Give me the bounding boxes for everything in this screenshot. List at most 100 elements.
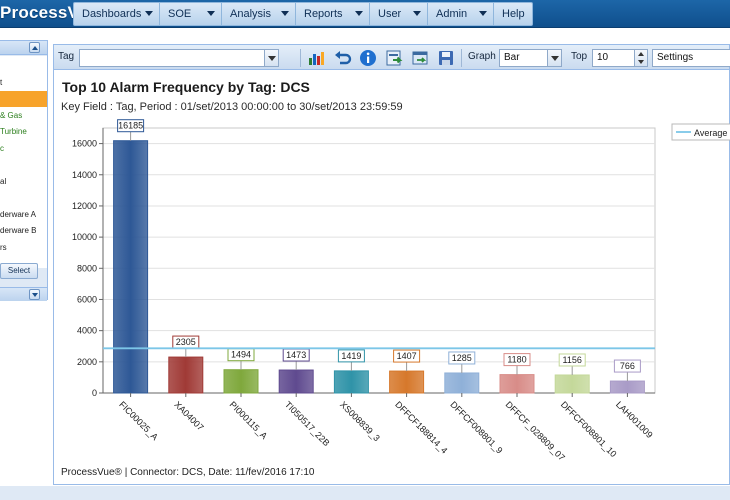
data-label-box	[613, 359, 641, 373]
left-panel-header	[0, 41, 47, 55]
chart-footer: ProcessVue® | Connector: DCS, Date: 11/f…	[61, 467, 315, 478]
tree-item[interactable]: derware B	[0, 226, 37, 235]
y-tick-label: 16000	[72, 139, 97, 149]
x-tick-label: XA04007	[172, 399, 205, 432]
expand-down-button[interactable]	[29, 289, 40, 300]
chart-title: Top 10 Alarm Frequency by Tag: DCS	[62, 79, 310, 95]
x-tick-label: DFFCF008801_10	[559, 399, 619, 459]
graph-type-combobox[interactable]: Bar	[499, 49, 562, 67]
print-preview-icon[interactable]	[411, 49, 429, 67]
y-tick-label: 2000	[77, 357, 97, 367]
chart-toolbar: Tag Graph Ba	[53, 44, 730, 70]
status-strip	[0, 486, 730, 500]
menu-soe[interactable]: SOE	[160, 3, 222, 25]
data-label: 1419	[341, 351, 361, 361]
main-menu-bar: Dashboards SOE Analysis Reports User Admin Hel…	[73, 2, 533, 26]
tag-tree: t & Gas Turbine c al derware A derware B rs	[0, 56, 47, 268]
legend-label: Average o	[694, 128, 730, 138]
export-icon[interactable]	[385, 49, 403, 67]
caret-down-icon	[479, 11, 487, 16]
tree-item[interactable]: derware A	[0, 209, 37, 219]
y-tick-label: 6000	[77, 294, 97, 304]
bar-chart-icon[interactable]	[307, 49, 325, 67]
toolbar-separator	[461, 49, 462, 67]
tree-item[interactable]: rs	[0, 242, 7, 252]
tree-item[interactable]	[0, 58, 47, 74]
data-label: 1494	[231, 350, 251, 360]
top-n-spinner[interactable]: 10	[592, 49, 648, 67]
bar-XS008839_3	[333, 370, 369, 394]
save-icon[interactable]	[437, 49, 455, 67]
bar-chart: 0 2000 4000 6000 8000 10000 12000 14000 16000 161…	[72, 119, 730, 463]
caret-down-icon	[145, 11, 153, 16]
legend-box	[671, 123, 730, 141]
tree-item[interactable]	[0, 157, 47, 173]
x-tick-label: DFFCF188814_4	[393, 399, 449, 455]
top-label: Top	[571, 51, 588, 62]
tree-item[interactable]: al	[0, 176, 7, 186]
bar-LAH001009	[609, 380, 645, 394]
x-tick-label: LAH001009	[614, 399, 655, 440]
menu-reports[interactable]: Reports	[296, 3, 370, 25]
menu-dashboards[interactable]: Dashboards	[74, 3, 160, 25]
data-label: 1473	[286, 350, 306, 360]
y-tick-label: 14000	[72, 170, 97, 180]
tree-item[interactable]: c	[0, 143, 4, 153]
data-label-box	[558, 353, 586, 367]
bar-DFFCF008801_10	[554, 374, 590, 394]
menu-help[interactable]: Help	[494, 3, 532, 25]
select-button[interactable]: Select	[0, 263, 38, 279]
collapse-up-button[interactable]	[29, 42, 40, 53]
caret-down-icon	[207, 11, 215, 16]
data-label: 766	[620, 361, 635, 371]
tree-item[interactable]: t	[0, 77, 3, 87]
graph-type-value: Bar	[504, 52, 520, 63]
tree-item[interactable]: Turbine	[0, 127, 27, 136]
chevron-down-icon	[32, 293, 38, 297]
tag-dropdown-arrow-icon[interactable]	[264, 50, 278, 66]
menu-label: Reports	[304, 8, 343, 20]
tree-item[interactable]	[0, 190, 47, 206]
settings-combobox[interactable]: Settings	[652, 49, 730, 67]
menu-label: Help	[502, 8, 525, 20]
x-tick-label: DFFCF008801_9	[448, 399, 504, 455]
data-label-box	[503, 353, 531, 367]
caret-down-icon	[355, 11, 363, 16]
y-tick-label: 8000	[77, 263, 97, 273]
data-label: 1180	[507, 355, 526, 365]
data-label-box	[337, 349, 365, 363]
chart-subtitle: Key Field : Tag, Period : 01/set/2013 00…	[61, 101, 403, 113]
left-panel-footer	[0, 287, 47, 301]
tree-item[interactable]	[0, 91, 47, 107]
menu-label: Dashboards	[82, 8, 142, 20]
top-bar: ProcessVue Dashboards SOE Analysis Reports U…	[0, 0, 730, 28]
menu-label: Admin	[436, 8, 468, 20]
tree-item[interactable]: & Gas	[0, 110, 23, 120]
bar-DFFCF188814_4	[389, 370, 425, 394]
graph-dropdown-arrow-icon[interactable]	[547, 50, 561, 66]
data-label-box	[448, 351, 476, 365]
spinner-arrows-icon[interactable]	[634, 50, 647, 66]
data-label-box	[117, 119, 145, 133]
settings-value: Settings	[657, 52, 694, 63]
menu-user[interactable]: User	[370, 3, 428, 25]
bar-XA04007	[168, 356, 204, 394]
menu-analysis[interactable]: Analysis	[222, 3, 296, 25]
x-tick-label: DFFCF_028809_07	[504, 399, 567, 462]
y-tick-label: 0	[92, 388, 97, 398]
graph-label: Graph	[468, 51, 496, 62]
bar-FIC00025_A	[113, 140, 149, 394]
data-label: 2305	[176, 337, 196, 347]
menu-admin[interactable]: Admin	[428, 3, 494, 25]
menu-label: User	[378, 8, 402, 20]
bar-TI050517_22B	[278, 369, 314, 394]
x-tick-label: XS008839_3	[338, 399, 382, 443]
info-icon[interactable]	[359, 49, 377, 67]
tag-combobox[interactable]	[79, 49, 279, 67]
bar-DFFCF_028809_07	[499, 374, 535, 394]
bar-PI000115_A	[223, 369, 259, 394]
top-n-value: 10	[597, 52, 609, 63]
left-panel: t & Gas Turbine c al derware A derware B rs Sel…	[0, 40, 48, 301]
undo-icon[interactable]	[334, 49, 352, 67]
